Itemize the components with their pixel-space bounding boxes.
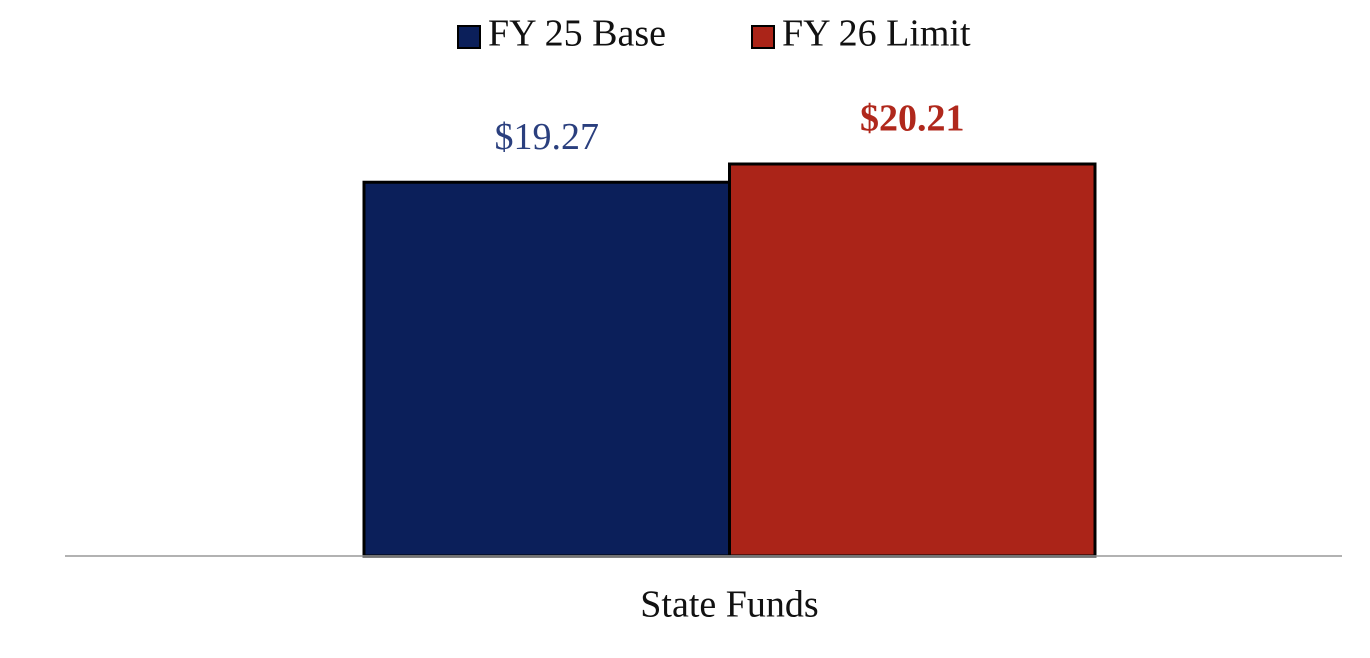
value-label: $19.27	[495, 116, 600, 158]
bar	[362, 180, 731, 558]
legend-swatch	[751, 25, 775, 49]
value-label: $20.21	[860, 98, 965, 140]
bar	[728, 162, 1097, 558]
x-tick-label: State Funds	[640, 584, 818, 626]
legend-label: FY 26 Limit	[782, 13, 971, 55]
legend-swatch	[457, 25, 481, 49]
legend-label: FY 25 Base	[488, 13, 666, 55]
